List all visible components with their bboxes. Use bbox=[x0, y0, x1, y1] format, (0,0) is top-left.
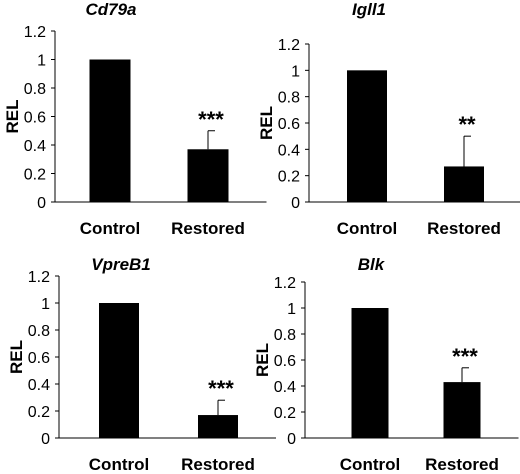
bar-restored bbox=[187, 149, 229, 202]
y-tick-label: 0.8 bbox=[28, 323, 50, 340]
significance-label: *** bbox=[198, 107, 224, 132]
y-tick-label: 0.2 bbox=[274, 405, 296, 422]
significance-label: *** bbox=[452, 344, 478, 369]
y-tick-label: 0.2 bbox=[24, 167, 46, 184]
y-tick-label: 0.8 bbox=[274, 327, 296, 344]
y-axis-label: REL bbox=[7, 340, 26, 374]
x-tick-label: Control bbox=[337, 219, 397, 238]
y-tick-label: 1.2 bbox=[28, 269, 50, 286]
significance-label: ** bbox=[458, 112, 476, 137]
y-axis-label: REL bbox=[3, 100, 22, 134]
y-tick-label: 1 bbox=[37, 53, 46, 70]
y-tick-label: 0.2 bbox=[278, 169, 300, 186]
x-tick-label: Restored bbox=[425, 455, 499, 474]
x-tick-label: Control bbox=[89, 455, 149, 474]
x-tick-label: Restored bbox=[181, 455, 255, 474]
bar-control bbox=[99, 303, 139, 438]
chart-title: VpreB1 bbox=[91, 255, 151, 274]
x-tick-label: Control bbox=[340, 455, 400, 474]
y-tick-label: 0.8 bbox=[24, 81, 46, 98]
x-tick-label: Restored bbox=[171, 219, 245, 238]
bar-control bbox=[89, 59, 131, 202]
y-tick-label: 1 bbox=[41, 296, 50, 313]
bar-restored bbox=[198, 415, 238, 438]
y-tick-label: 1 bbox=[287, 301, 296, 318]
y-tick-label: 0.6 bbox=[24, 110, 46, 127]
chart-title: Blk bbox=[358, 255, 386, 274]
y-tick-label: 0.2 bbox=[28, 404, 50, 421]
significance-label: *** bbox=[208, 376, 234, 401]
y-tick-label: 1.2 bbox=[274, 275, 296, 292]
y-axis-label: REL bbox=[257, 106, 276, 140]
y-tick-label: 0.6 bbox=[274, 353, 296, 370]
bar-control bbox=[351, 308, 389, 438]
bar-restored bbox=[443, 382, 481, 438]
y-tick-label: 0 bbox=[287, 431, 296, 448]
x-tick-label: Restored bbox=[427, 219, 501, 238]
y-tick-label: 0.6 bbox=[278, 116, 300, 133]
chart-title: Igll1 bbox=[352, 0, 386, 19]
y-tick-label: 0.4 bbox=[278, 142, 300, 159]
y-axis-label: REL bbox=[253, 343, 272, 377]
y-tick-label: 0.4 bbox=[274, 379, 296, 396]
chart-title: Cd79a bbox=[85, 0, 136, 19]
y-tick-label: 0.8 bbox=[278, 90, 300, 107]
y-tick-label: 0.4 bbox=[28, 377, 50, 394]
y-tick-label: 1.2 bbox=[24, 24, 46, 41]
bar-control bbox=[347, 70, 387, 202]
x-tick-label: Control bbox=[80, 219, 140, 238]
y-tick-label: 0 bbox=[37, 195, 46, 212]
y-tick-label: 0.6 bbox=[28, 350, 50, 367]
y-tick-label: 1.2 bbox=[278, 37, 300, 54]
y-tick-label: 1 bbox=[291, 63, 300, 80]
bar-restored bbox=[444, 166, 484, 202]
y-tick-label: 0 bbox=[291, 195, 300, 212]
y-tick-label: 0.4 bbox=[24, 138, 46, 155]
y-tick-label: 0 bbox=[41, 431, 50, 448]
